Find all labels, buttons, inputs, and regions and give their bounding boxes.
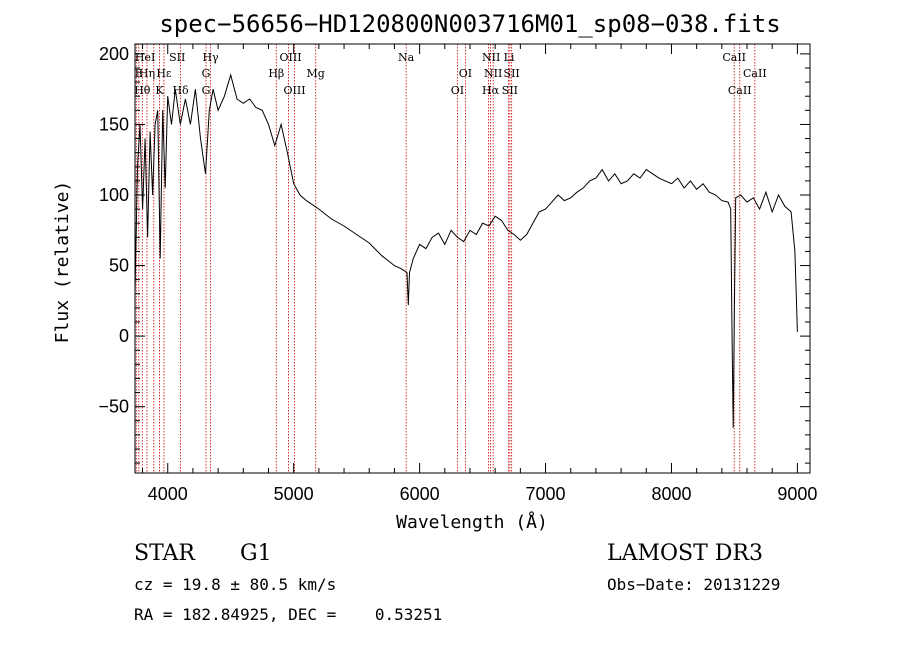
- x-axis-ticks: 4000 5000 6000 7000 8000 9000: [142, 44, 817, 504]
- observation-date: Obs−Date: 20131229: [607, 575, 780, 594]
- y-tick-label: 50: [109, 256, 129, 276]
- redshift-text: cz = 19.8 ± 80.5 km/s: [134, 575, 336, 594]
- spectral-line-label: Mg: [307, 67, 325, 80]
- object-subclass: G1: [240, 541, 272, 566]
- spectral-line-label: Hη: [139, 67, 155, 80]
- spectral-line-label: Hα: [482, 84, 500, 97]
- spectral-line-label: Hβ: [268, 67, 284, 80]
- spectral-line-label: G: [202, 67, 211, 80]
- x-tick-label: 7000: [526, 484, 566, 504]
- spectral-line-label: HeI: [135, 51, 155, 64]
- chart-title: spec−56656−HD120800N003716M01_sp08−038.f…: [159, 10, 780, 38]
- x-tick-label: 4000: [148, 484, 188, 504]
- spectrum-series-line: [134, 73, 798, 428]
- object-class: STAR: [134, 541, 196, 566]
- spectral-line-label: SII: [504, 67, 520, 80]
- y-axis-ticks: −50 0 50 100 150 200: [98, 44, 810, 464]
- spectral-line-label: Hγ: [202, 51, 219, 64]
- spectral-line-label: Hε: [156, 67, 172, 80]
- plot-frame: [134, 43, 811, 474]
- x-tick-label: 5000: [274, 484, 314, 504]
- spectral-line-label: Li: [504, 51, 515, 64]
- spectral-line-label: NII: [482, 51, 500, 64]
- ra-dec-text: RA = 182.84925, DEC = 0.53251: [134, 605, 442, 624]
- spectral-line-label: CaII: [743, 67, 767, 80]
- y-tick-label: 150: [99, 114, 129, 134]
- spectral-line-label: OIII: [284, 84, 306, 97]
- survey-name: LAMOST DR3: [607, 541, 763, 566]
- y-tick-label: −50: [98, 397, 129, 417]
- y-tick-label: 0: [119, 326, 129, 346]
- spectral-line-label: CaII: [728, 84, 752, 97]
- spectral-line-label: SII: [502, 84, 518, 97]
- spectral-line-label: OIII: [279, 51, 301, 64]
- spectral-line-markers: [135, 44, 756, 473]
- spectral-line-label: E: [135, 67, 143, 80]
- spectral-line-label: Na: [398, 51, 415, 64]
- x-tick-label: 9000: [777, 484, 817, 504]
- y-tick-label: 200: [99, 44, 129, 64]
- spectral-line-label: NII: [484, 67, 502, 80]
- spectral-line-label: OI: [451, 84, 464, 97]
- spectral-line-label: K: [155, 84, 164, 97]
- spectral-line-label: Hδ: [172, 84, 189, 97]
- x-tick-label: 6000: [400, 484, 440, 504]
- spectral-line-label: G: [202, 84, 211, 97]
- x-axis-label: Wavelength (Å): [396, 511, 548, 533]
- spectral-line-label: CaII: [722, 51, 746, 64]
- spectral-line-label: Hθ: [134, 84, 151, 97]
- spectral-line-label: OI: [459, 67, 472, 80]
- y-axis-label: Flux (relative): [52, 181, 73, 344]
- x-tick-label: 8000: [651, 484, 691, 504]
- spectral-line-label: SII: [169, 51, 185, 64]
- y-tick-label: 100: [99, 185, 129, 205]
